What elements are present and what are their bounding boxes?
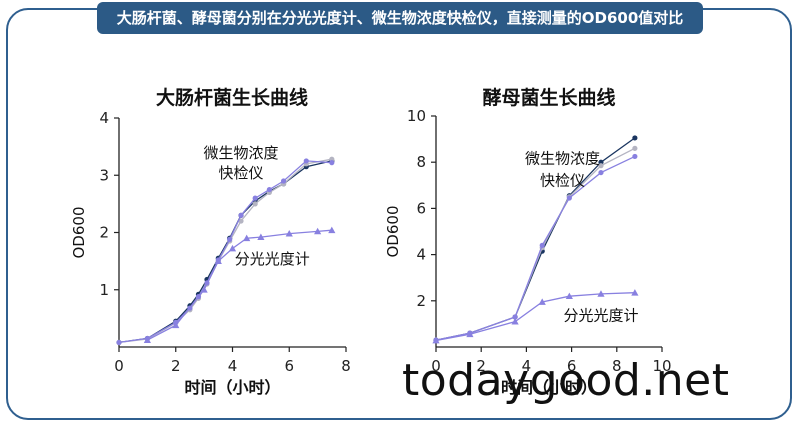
yeast-chart-title: 酵母菌生长曲线: [482, 86, 615, 109]
ecoli-annotation-1: 快检仪: [219, 164, 264, 182]
ecoli-series-2-point: [266, 186, 272, 193]
yeast-series-3-point: [597, 290, 605, 297]
ecoli-y-tick-label: 4: [99, 109, 109, 127]
yeast-x-axis-label: 时间（小时）: [501, 378, 597, 397]
ecoli-y-tick-label: 1: [99, 281, 109, 299]
yeast-series-0-point: [632, 135, 638, 141]
yeast-series-1-point: [598, 163, 604, 169]
yeast-annotation-0: 微生物浓度: [525, 149, 600, 167]
yeast-y-tick-label: 6: [416, 199, 426, 217]
banner-title: 大肠杆菌、酵母菌分别在分光光度计、微生物浓度快检仪，直接测量的OD600值对比: [96, 2, 704, 34]
yeast-series-3-point: [538, 298, 546, 305]
ecoli-series-3-point: [243, 234, 251, 242]
yeast-y-tick-label: 10: [407, 107, 426, 125]
ecoli-y-axis-label: OD600: [70, 207, 88, 259]
ecoli-series-2-point: [280, 178, 287, 184]
ecoli-series-2-point: [303, 158, 309, 164]
ecoli-x-tick-label: 8: [341, 357, 351, 375]
ecoli-annotation-0: 微生物浓度: [204, 144, 279, 162]
ecoli-series-3-line: [147, 229, 332, 341]
ecoli-series-3-point: [228, 244, 237, 252]
yeast-series-2-point: [632, 153, 638, 160]
ecoli-x-tick-label: 6: [284, 357, 294, 375]
watermark-text: todaygood.net: [402, 355, 730, 406]
ecoli-chart-title: 大肠杆菌生长曲线: [156, 86, 308, 109]
ecoli-series-2-point: [227, 236, 233, 242]
ecoli-series-3-point: [328, 226, 336, 234]
yeast-y-tick-label: 2: [416, 292, 426, 310]
ecoli-series-1-point: [252, 201, 258, 207]
ecoli-series-3-point: [314, 227, 322, 235]
ecoli-series-2-point: [252, 195, 258, 201]
yeast-y-tick-label: 4: [416, 246, 426, 264]
ecoli-series-3-point: [172, 321, 180, 329]
ecoli-series-3-point: [257, 233, 265, 240]
ecoli-series-1-point: [238, 218, 244, 224]
yeast-annotation-1: 快检仪: [540, 171, 585, 189]
ecoli-y-tick-label: 3: [99, 166, 109, 184]
ecoli-series-2-point: [329, 160, 335, 166]
ecoli-series-2-point: [116, 339, 122, 346]
ecoli-series-2-line: [118, 160, 332, 344]
yeast-annotation-2: 分光光度计: [563, 306, 638, 324]
yeast-series-3-point: [565, 292, 573, 300]
yeast-y-tick-label: 8: [416, 153, 426, 171]
yeast-x-tick-label: 6: [567, 357, 577, 375]
ecoli-series-2-point: [238, 212, 244, 218]
yeast-series-3-point: [466, 330, 474, 338]
ecoli-x-axis-label: 时间（小时）: [184, 378, 280, 397]
ecoli-x-tick-label: 4: [228, 357, 238, 375]
ecoli-series-3-point: [285, 230, 293, 237]
ecoli-series-3-point: [200, 286, 208, 293]
yeast-series-1-point: [632, 145, 638, 151]
yeast-series-2-point: [512, 314, 518, 320]
yeast-x-tick-label: 4: [522, 357, 532, 375]
yeast-series-2-point: [539, 242, 545, 248]
yeast-x-tick-label: 10: [652, 357, 671, 375]
yeast-series-3-point: [511, 317, 519, 325]
ecoli-x-tick-label: 0: [114, 357, 124, 375]
ecoli-x-tick-label: 2: [171, 357, 181, 375]
ecoli-y-tick-label: 2: [99, 224, 109, 242]
ecoli-series-3-point: [143, 336, 151, 344]
yeast-y-axis-label: OD600: [384, 206, 402, 258]
yeast-series-2-point: [598, 169, 604, 176]
yeast-x-tick-label: 8: [612, 357, 622, 375]
yeast-x-tick-label: 0: [431, 357, 441, 375]
ecoli-series-3-point: [214, 257, 222, 265]
banner: 大肠杆菌、酵母菌分别在分光光度计、微生物浓度快检仪，直接测量的OD600值对比: [0, 0, 800, 36]
yeast-series-2-point: [566, 195, 572, 201]
ecoli-annotation-2: 分光光度计: [235, 250, 310, 268]
yeast-series-3-point: [432, 336, 440, 344]
yeast-x-tick-label: 2: [476, 357, 486, 375]
yeast-series-3-point: [631, 289, 639, 296]
